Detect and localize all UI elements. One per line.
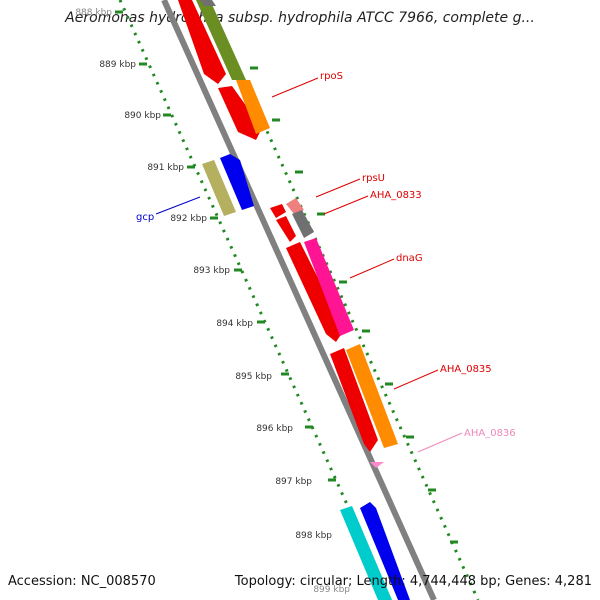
gene-label-AHA-0833[interactable]: AHA_0833 [370, 190, 422, 201]
gene-label-gcp[interactable]: gcp [136, 212, 154, 223]
ruler-tick-label: 896 kbp [256, 424, 293, 434]
leader-line-rpoS [271, 77, 319, 98]
genome-summary-text: Topology: circular; Length: 4,744,448 bp… [234, 574, 592, 589]
gene-label-AHA-0836[interactable]: AHA_0836 [464, 428, 516, 439]
ruler-tick-label: 897 kbp [275, 477, 312, 487]
gene-label-AHA-0835[interactable]: AHA_0835 [440, 364, 492, 375]
ruler-tick-label: 895 kbp [235, 372, 272, 382]
gene-AHA-0833[interactable] [292, 210, 314, 238]
accession-text: Accession: NC_008570 [8, 574, 156, 589]
ruler-line-left [118, 0, 392, 600]
gene-labels: rpoS rpsU AHA_0833 dnaG AHA_0835 AHA_083… [136, 71, 516, 453]
gene-AHA-0835[interactable] [346, 344, 398, 448]
leader-line-gcp [155, 196, 201, 215]
gene-rpoS[interactable] [218, 86, 262, 140]
leader-line-dnaG [349, 258, 395, 279]
gene-features [178, 0, 410, 600]
gene-label-dnaG[interactable]: dnaG [396, 253, 423, 264]
gene-gray-top[interactable] [200, 0, 216, 6]
map-title: Aeromonas hydrophila subsp. hydrophila A… [65, 10, 535, 26]
gene-AHA-0835-red[interactable] [330, 348, 378, 452]
gene-label-rpoS[interactable]: rpoS [320, 71, 343, 82]
leader-line-rpsU [315, 178, 361, 198]
gene-gcp[interactable] [220, 154, 254, 210]
gene-blue-bottom[interactable] [360, 502, 410, 600]
gene-orange-1[interactable] [236, 80, 270, 134]
ruler-tick-label: 888 kbp [75, 8, 112, 18]
gene-red-top[interactable] [178, 0, 226, 84]
backbone-line [161, 0, 437, 600]
ruler-tick-label: 898 kbp [295, 531, 332, 541]
ruler-tick-label: 899 kbp [313, 585, 350, 595]
ruler-tick-label: 891 kbp [147, 163, 184, 173]
gene-AHA-0833-salmon[interactable] [286, 198, 304, 214]
gene-label-rpsU[interactable]: rpsU [362, 173, 385, 184]
gene-AHA-0836[interactable] [370, 462, 384, 468]
gene-rpsU-2[interactable] [276, 216, 296, 242]
gene-dnaG[interactable] [304, 238, 354, 336]
gene-dnaG-red[interactable] [286, 242, 344, 342]
ruler-tick-label: 893 kbp [193, 266, 230, 276]
ruler-tick-label: 894 kbp [216, 319, 253, 329]
ruler-tick-label: 892 kbp [170, 214, 207, 224]
ruler-tick-label: 889 kbp [99, 60, 136, 70]
leader-line-AHA-0836 [417, 432, 463, 453]
leader-line-AHA-0835 [393, 369, 439, 390]
gene-khaki-gcp[interactable] [202, 160, 236, 216]
gene-olive-top[interactable] [196, 0, 246, 80]
ruler-ticks: 888 kbp 889 kbp 890 kbp 891 kbp 892 kbp … [75, 8, 458, 595]
leader-line-AHA-0833 [323, 195, 369, 215]
gene-rpsU[interactable] [270, 204, 286, 218]
gene-cyan-bottom[interactable] [340, 506, 392, 600]
ruler-tick-label: 890 kbp [124, 111, 161, 121]
